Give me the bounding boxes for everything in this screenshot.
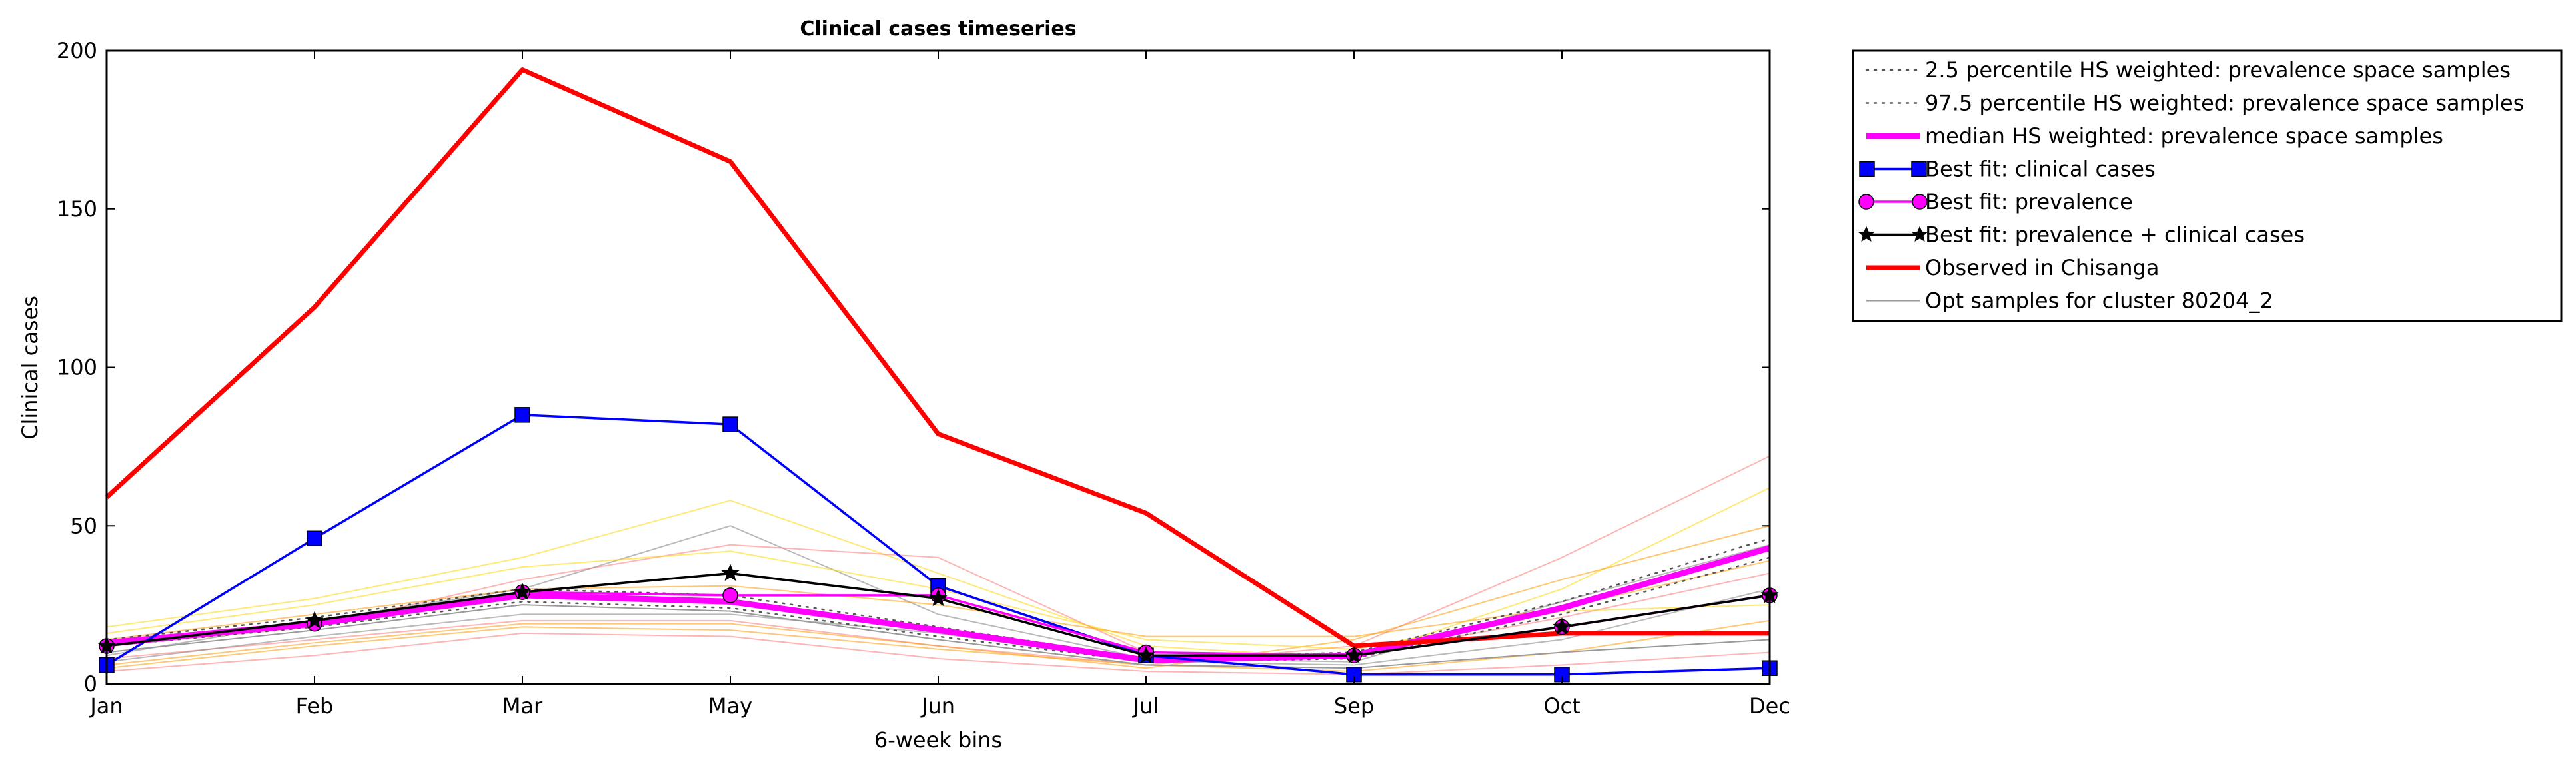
marker-best-fit-prevalence-clinical-cases-5: [929, 589, 948, 607]
x-tick-label-jun: Jun: [920, 693, 955, 719]
legend-marker-right-best-fit-prevalence: [1912, 194, 1928, 210]
sample-line-4: [106, 525, 1770, 669]
legend-box: [1852, 49, 2563, 322]
x-tick-label-feb: Feb: [296, 693, 334, 719]
sample-line-9: [106, 560, 1770, 641]
legend-marker-left-best-fit-prevalence: [1858, 194, 1874, 210]
chart-title: Clinical cases timeseries: [800, 17, 1076, 41]
x-tick-label-dec: Dec: [1749, 693, 1790, 719]
marker-best-fit-prevalence-clinical-cases-6: [1137, 645, 1155, 663]
marker-best-fit-prevalence-clinical-cases-8: [1553, 617, 1571, 635]
legend-marker-left-best-fit-clinical-cases: [1859, 161, 1875, 177]
x-tick-label-jan: Jan: [89, 693, 123, 719]
legend-marker-left-best-fit-prevalence-clinical-cases: [1858, 226, 1875, 242]
y-tick-label-100: 100: [57, 355, 97, 380]
series-line-median-hs-weighted-prevalence-space-samples: [106, 545, 1771, 663]
marker-best-fit-clinical-cases-3: [514, 407, 530, 423]
legend-label-2-5-percentile-hs-weighted-prevalence-space-samples: 2.5 percentile HS weighted: prevalence s…: [1925, 57, 2511, 83]
y-tick-label-50: 50: [70, 513, 97, 538]
sample-line-1: [106, 487, 1770, 659]
sample-line-7: [106, 619, 1770, 672]
marker-best-fit-clinical-cases-2: [307, 530, 322, 547]
marker-best-fit-clinical-cases-4: [722, 416, 738, 432]
marker-best-fit-prevalence-clinical-cases-3: [513, 582, 532, 600]
marker-best-fit-prevalence-clinical-cases-7: [1345, 645, 1363, 663]
legend-label-best-fit-clinical-cases: Best fit: clinical cases: [1925, 157, 2156, 182]
legend-label-97-5-percentile-hs-weighted-prevalence-space-samples: 97.5 percentile HS weighted: prevalence …: [1925, 91, 2524, 116]
series-line-opt-samples-for-cluster-80204-2: [106, 604, 1770, 669]
x-tick-label-mar: Mar: [502, 693, 543, 719]
x-axis-label: 6-week bins: [874, 727, 1002, 753]
legend-label-best-fit-prevalence-clinical-cases: Best fit: prevalence + clinical cases: [1925, 222, 2305, 248]
sample-lines: [106, 455, 1770, 675]
markers: [97, 407, 1779, 683]
x-tick-label-jul: Jul: [1132, 693, 1159, 719]
legend-marker-right-best-fit-clinical-cases: [1911, 161, 1927, 177]
sample-line-2: [106, 632, 1770, 675]
legend-label-opt-samples-for-cluster-80204-2: Opt samples for cluster 80204_2: [1925, 288, 2273, 314]
legend-label-median-hs-weighted-prevalence-space-samples: median HS weighted: prevalence space sam…: [1925, 123, 2443, 149]
x-tick-label-may: May: [708, 693, 752, 719]
marker-best-fit-prevalence-clinical-cases-2: [305, 611, 324, 629]
x-tick-label-sep: Sep: [1334, 693, 1374, 719]
ticks: Jan Feb Mar May Jun Jul Sep Oct Dec 0 50 100 150 200: [57, 38, 1790, 719]
y-axis-label: Clinical cases: [17, 296, 43, 440]
marker-best-fit-prevalence-clinical-cases-4: [721, 564, 740, 581]
legend-marker-right-best-fit-prevalence-clinical-cases: [1911, 226, 1928, 242]
x-tick-label-oct: Oct: [1543, 693, 1580, 719]
legend-label-best-fit-prevalence: Best fit: prevalence: [1925, 189, 2133, 214]
y-tick-label-150: 150: [57, 196, 97, 222]
legend: 2.5 percentile HS weighted: prevalence s…: [1852, 49, 2563, 322]
y-tick-label-200: 200: [57, 38, 97, 63]
sample-line-10: [106, 588, 1770, 666]
y-tick-label-0: 0: [84, 671, 97, 697]
marker-best-fit-prevalence-4: [722, 587, 738, 603]
series-line-observed-in-chisanga: [105, 67, 1770, 649]
legend-label-observed-in-chisanga: Observed in Chisanga: [1925, 255, 2159, 280]
